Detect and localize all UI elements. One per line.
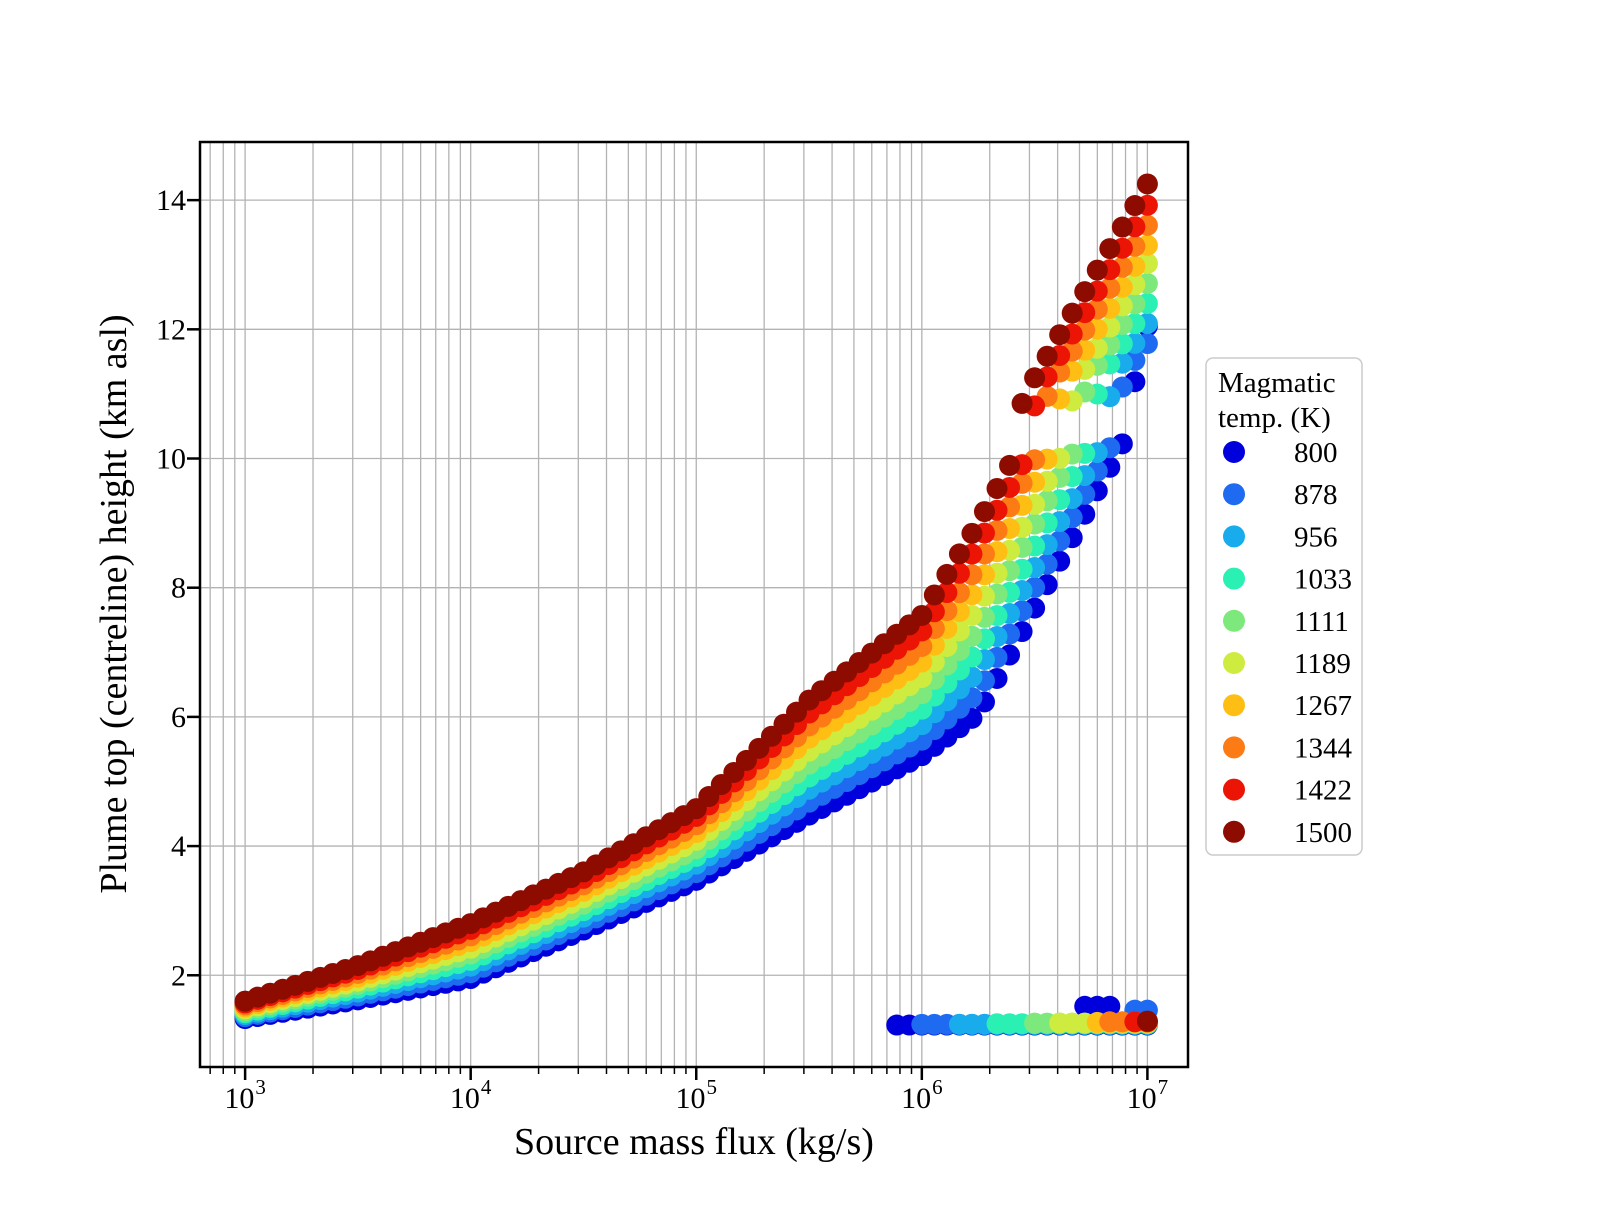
legend-marker <box>1223 483 1245 506</box>
x-tick-label: 107 <box>1127 1075 1169 1115</box>
scatter-dot <box>911 604 933 626</box>
y-tick-label: 6 <box>171 701 186 734</box>
y-tick-label: 12 <box>156 313 186 346</box>
scatter-dot <box>1136 173 1158 195</box>
x-axis-label: Source mass flux (kg/s) <box>514 1121 874 1163</box>
axes-spines <box>198 140 1190 1069</box>
legend-marker <box>1223 567 1245 590</box>
scatter-dot <box>1011 392 1033 414</box>
scatter-dot <box>1099 238 1121 260</box>
legend-marker <box>1223 694 1245 717</box>
legend-marker <box>1223 778 1245 801</box>
scatter-dot <box>1074 281 1096 303</box>
scatter-dot <box>1061 302 1083 324</box>
legend-entries: 800 878 956 1033 1111 1189 1267 1344 1422 1500 <box>1223 437 1353 849</box>
legend-marker <box>1223 820 1245 843</box>
scatter-series <box>234 173 1158 1036</box>
scatter-dot <box>986 478 1008 500</box>
scatter-dot <box>948 543 970 565</box>
legend-label: 1422 <box>1294 775 1352 807</box>
x-tick-label: 106 <box>901 1075 943 1115</box>
y-tick-label: 2 <box>171 959 186 992</box>
scatter-dot <box>1049 324 1071 346</box>
legend-label: 1111 <box>1294 606 1349 638</box>
y-tick-label: 4 <box>171 830 186 863</box>
legend-marker <box>1223 441 1245 463</box>
series-1500 <box>234 173 1158 1032</box>
legend-label: 878 <box>1294 479 1338 511</box>
legend-title-line-1: Magmatic <box>1218 367 1336 399</box>
scatter-dot <box>1036 345 1058 367</box>
legend-label: 1033 <box>1294 564 1352 596</box>
legend-title-line-2: temp. (K) <box>1218 402 1331 434</box>
legend-label: 1189 <box>1294 648 1351 680</box>
legend-label: 1500 <box>1294 817 1352 849</box>
scatter-dot <box>1086 259 1108 281</box>
x-tick-label: 105 <box>676 1075 718 1115</box>
legend-label: 1344 <box>1294 732 1353 764</box>
scatter-dot <box>1099 995 1121 1017</box>
y-axis: 2 4 6 8 10 12 14 <box>156 184 200 992</box>
scatter-dot <box>1124 195 1146 217</box>
scatter-dot <box>973 501 995 523</box>
legend-marker <box>1223 736 1245 759</box>
scatter-dot <box>961 522 983 544</box>
plot-border <box>198 140 1190 1069</box>
scatter-dot <box>923 584 945 606</box>
legend-marker <box>1223 652 1245 674</box>
legend-label: 800 <box>1294 437 1338 469</box>
legend-label: 1267 <box>1294 690 1352 722</box>
legend-marker <box>1223 609 1245 632</box>
legend-marker <box>1223 525 1245 548</box>
scatter-dot <box>936 563 958 585</box>
scatter-dot <box>1136 1010 1158 1032</box>
scatter-dot <box>999 454 1021 476</box>
legend: Magmatic temp. (K) 800 878 956 1033 1111 1189… <box>1205 357 1363 856</box>
y-tick-label: 8 <box>171 572 186 605</box>
y-axis-label: Plume top (centreline) height (km asl) <box>93 314 135 893</box>
scatter-dot <box>1111 216 1133 238</box>
legend-label: 956 <box>1294 521 1338 553</box>
legend-frame <box>1205 357 1363 856</box>
x-tick-label: 104 <box>450 1075 492 1115</box>
x-tick-label: 103 <box>224 1075 265 1115</box>
y-tick-label: 14 <box>156 184 186 217</box>
scatter-dot <box>1024 367 1046 389</box>
x-axis: 103 104 105 106 107 <box>209 1067 1169 1115</box>
y-tick-label: 10 <box>156 443 186 476</box>
